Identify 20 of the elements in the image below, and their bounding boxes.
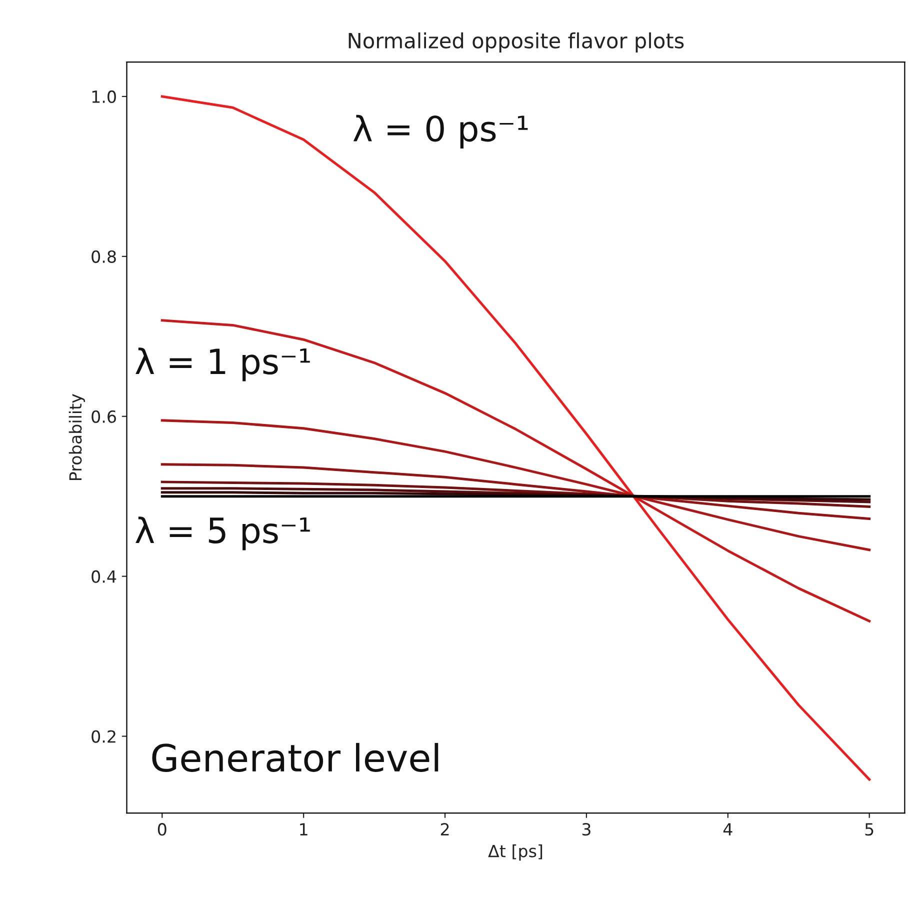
y-tick-label: 1.0	[92, 90, 116, 104]
y-tick-label: 0.2	[92, 730, 116, 743]
y-tick-label: 0.8	[92, 250, 116, 263]
x-axis-title: Δt [ps]	[488, 844, 542, 861]
x-tick-label: 4	[723, 823, 732, 836]
x-tick-label: 5	[865, 823, 874, 836]
x-tick-label: 3	[582, 823, 590, 836]
x-tick-label: 2	[440, 823, 449, 836]
annotation: λ = 1 ps⁻¹	[136, 348, 310, 382]
x-tick-label: 0	[158, 823, 166, 836]
line-series	[160, 419, 871, 552]
y-tick-label: 0.4	[92, 570, 116, 583]
annotation: λ = 5 ps⁻¹	[136, 516, 310, 550]
y-axis-title: Probability	[68, 394, 85, 480]
annotation: Generator level	[152, 742, 438, 772]
y-tick-label: 0.6	[92, 410, 116, 423]
annotation: λ = 0 ps⁻¹	[353, 114, 528, 148]
chart-title: Normalized opposite flavor plots	[348, 32, 684, 53]
x-tick-label: 1	[300, 823, 308, 836]
line-series	[160, 319, 871, 622]
